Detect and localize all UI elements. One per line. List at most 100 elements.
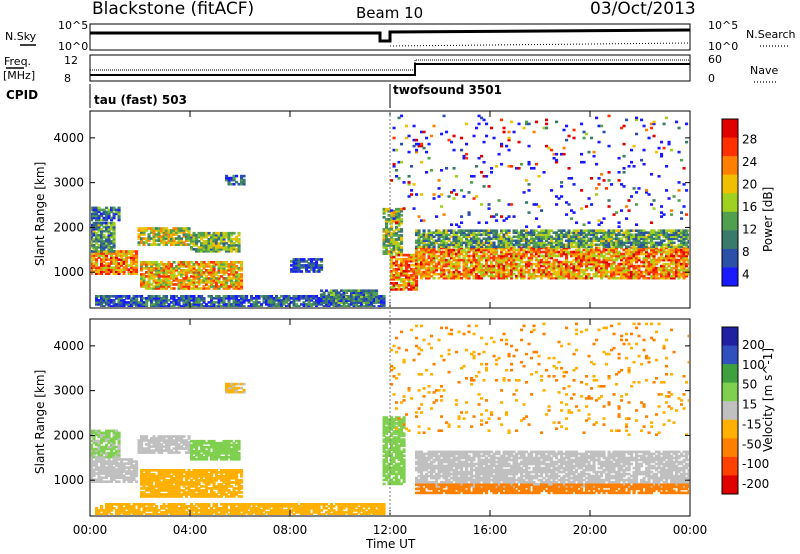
power-echo-cell <box>107 214 111 218</box>
power-echo-cell <box>202 299 206 302</box>
power-echo-cell <box>342 299 346 303</box>
power-echo-cell <box>147 271 151 274</box>
power-echo-cell <box>107 233 111 237</box>
power-echo-cell <box>187 229 191 232</box>
power-echo-cell <box>420 250 424 254</box>
power-echo-cell <box>97 299 101 302</box>
power-echo-cell <box>477 156 481 160</box>
power-echo-cell <box>685 233 689 237</box>
power-echo-cell <box>127 305 131 307</box>
power-echo-cell <box>547 252 551 256</box>
power-echo-cell <box>107 244 111 247</box>
power-echo-cell <box>347 295 351 299</box>
power-echo-cell <box>297 258 301 261</box>
power-echo-cell <box>375 289 379 292</box>
power-echo-cell <box>512 272 516 276</box>
power-echo-cell <box>117 295 121 298</box>
power-echo-cell <box>302 266 306 269</box>
power-echo-cell <box>487 254 491 258</box>
power-echo-cell <box>302 258 306 261</box>
power-echo-cell <box>562 128 566 132</box>
power-echo-cell <box>550 256 554 260</box>
power-echo-cell <box>107 297 111 300</box>
power-echo-cell <box>182 261 186 264</box>
power-echo-cell <box>227 303 231 306</box>
power-echo-cell <box>637 266 641 270</box>
power-echo-cell <box>160 283 164 286</box>
power-echo-cell <box>575 250 579 254</box>
power-echo-cell <box>567 245 571 249</box>
power-echo-cell <box>630 229 634 232</box>
power-echo-cell <box>667 229 671 232</box>
power-echo-cell <box>177 229 181 232</box>
power-echo-cell <box>495 233 499 237</box>
power-echo-cell <box>450 235 454 239</box>
power-echo-cell <box>490 245 494 249</box>
power-echo-cell <box>117 266 121 269</box>
power-echo-cell <box>635 252 639 256</box>
power-echo-cell <box>520 272 524 276</box>
power-echo-cell <box>187 283 191 286</box>
power-echo-cell <box>237 250 241 253</box>
power-echo-cell <box>547 229 551 232</box>
power-echo-cell <box>635 250 639 254</box>
power-echo-cell <box>407 150 411 154</box>
power-echo-cell <box>350 299 354 302</box>
power-echo-cell <box>442 231 446 234</box>
power-echo-cell <box>92 208 96 212</box>
power-echo-cell <box>227 237 231 241</box>
power-echo-cell <box>420 233 424 237</box>
power-echo-cell <box>607 239 611 243</box>
power-echo-cell <box>432 268 436 272</box>
power-echo-cell <box>297 297 301 300</box>
power-echo-cell <box>500 254 504 258</box>
power-echo-cell <box>602 130 606 134</box>
power-echo-cell <box>162 299 166 302</box>
power-echo-cell <box>172 229 176 232</box>
power-echo-cell <box>407 259 411 263</box>
power-echo-cell <box>217 305 221 307</box>
power-echo-cell <box>175 303 179 306</box>
power-echo-cell <box>552 272 556 276</box>
power-echo-cell <box>460 248 464 252</box>
power-echo-cell <box>105 250 109 253</box>
power-echo-cell <box>397 228 401 231</box>
power-echo-cell <box>152 285 156 288</box>
power-echo-cell <box>232 269 236 272</box>
power-echo-cell <box>91 266 94 269</box>
power-echo-cell <box>652 276 656 280</box>
power-echo-cell <box>97 235 101 239</box>
power-echo-cell <box>227 244 231 247</box>
power-echo-cell <box>205 303 209 306</box>
power-echo-cell <box>205 244 209 247</box>
power-echo-cell <box>597 248 601 252</box>
power-echo-cell <box>205 287 209 290</box>
power-echo-cell <box>380 295 384 298</box>
power-echo-cell <box>680 274 684 278</box>
power-echo-cell <box>625 276 629 280</box>
power-echo-cell <box>565 243 569 247</box>
power-echo-cell <box>107 216 111 220</box>
power-echo-cell <box>197 279 201 282</box>
power-echo-cell <box>672 195 676 198</box>
power-echo-cell <box>560 181 564 184</box>
power-echo-cell <box>527 144 531 148</box>
power-echo-cell <box>115 295 119 298</box>
power-echo-cell <box>107 231 111 235</box>
power-echo-cell <box>415 264 419 268</box>
power-echo-cell <box>570 276 574 280</box>
power-echo-cell <box>550 268 554 272</box>
power-echo-cell <box>407 274 411 277</box>
power-echo-cell <box>135 268 139 271</box>
power-echo-cell <box>665 258 669 262</box>
power-echo-cell <box>547 266 551 270</box>
power-echo-cell <box>412 288 416 291</box>
power-echo-cell <box>667 262 671 266</box>
power-echo-cell <box>227 235 231 239</box>
power-echo-cell <box>315 295 319 298</box>
noise-tick-right-bottom: 10^0 <box>708 40 738 53</box>
power-echo-cell <box>560 241 564 245</box>
power-echo-cell <box>422 229 426 232</box>
power-echo-cell <box>232 248 236 251</box>
power-echo-cell <box>535 268 539 272</box>
